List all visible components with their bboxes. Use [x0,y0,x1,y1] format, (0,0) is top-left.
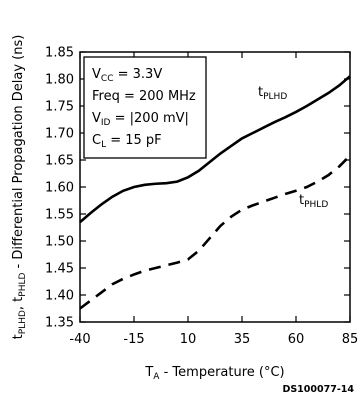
y-tick-label: 1.50 [45,235,74,250]
x-tick-label: 60 [288,332,305,347]
x-axis-title: TA - Temperature (°C) [144,365,284,382]
series-line-tphld [79,154,351,310]
series-label-tphld: tPHLD [299,193,328,210]
x-tick-label: -40 [69,332,90,347]
series-label-tplhd: tPLHD [258,85,287,102]
y-axis-title: tPLHD, tPHLD - Differential Propagation … [11,35,28,340]
condition-cl: CL = 15 pF [92,133,162,150]
x-tick-label: 35 [234,332,251,347]
series-line-tplhd [79,75,351,224]
y-tick-label: 1.70 [45,127,74,142]
y-tick-label: 1.40 [45,289,74,304]
y-tick-label: 1.85 [45,46,74,61]
x-axis-ticks: -40 -15 10 35 60 85 [69,52,358,347]
y-tick-label: 1.35 [45,316,74,331]
conditions-box [83,56,207,159]
y-tick-label: 1.65 [45,154,74,169]
y-tick-label: 1.75 [45,100,74,115]
figure-reference-code: DS100077-14 [282,384,354,395]
x-tick-label: 10 [180,332,197,347]
y-tick-label: 1.45 [45,262,74,277]
y-tick-label: 1.55 [45,208,74,223]
x-tick-label: 85 [342,332,359,347]
condition-freq: Freq = 200 MHz [92,89,196,104]
y-tick-label: 1.60 [45,181,74,196]
condition-vcc: VCC = 3.3V [92,67,162,84]
y-axis-ticks: 1.85 1.80 1.75 1.70 1.65 1.60 1.55 1.50 1.45 1.40… [45,46,350,331]
condition-vid: VID = |200 mV| [92,111,189,128]
y-tick-label: 1.80 [45,73,74,88]
x-tick-label: -15 [123,332,144,347]
